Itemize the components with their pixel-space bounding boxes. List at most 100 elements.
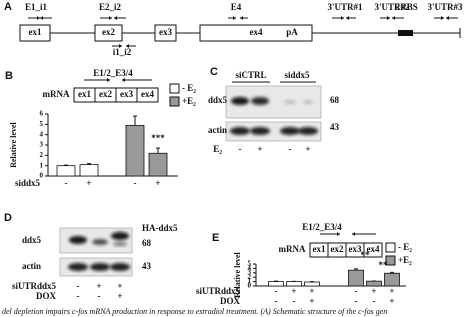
bar: [384, 272, 400, 287]
size-label: HA-ddx5: [142, 223, 178, 233]
blot-band: [110, 263, 130, 271]
exon-label: ex2: [99, 89, 112, 99]
primer-label: 3'UTR#2: [374, 2, 410, 12]
arrow-head: [341, 16, 344, 20]
y-tick-label: 6: [40, 110, 44, 118]
size-label: 68: [330, 95, 340, 105]
blot-band: [284, 100, 296, 104]
legend-label: - E₂: [398, 242, 412, 252]
arrow-head: [37, 16, 40, 20]
exon-label: ex3: [349, 244, 362, 254]
y-tick-label: 1: [40, 161, 44, 169]
exon-label: ex1: [313, 244, 326, 254]
primer-label: i1_i2: [113, 47, 132, 57]
row-value: +: [309, 296, 314, 306]
row-value: -: [77, 291, 80, 301]
blot-band: [251, 97, 269, 105]
arrow-head: [337, 232, 340, 236]
y-axis-label: Relative level: [9, 121, 18, 167]
category-value: +: [155, 178, 160, 188]
legend-swatch: [169, 96, 180, 107]
arrow-head: [352, 232, 355, 236]
exon-box: [154, 24, 177, 42]
primer-label: E2_i2: [99, 2, 122, 12]
y-tick-label: 0: [248, 282, 252, 290]
error-bar: [133, 115, 137, 126]
caption: del depletion impairs c-fos mRNA product…: [2, 307, 387, 316]
significance: **: [361, 250, 371, 260]
row-label: DOX: [36, 291, 57, 301]
category-value: +: [86, 178, 91, 188]
legend-swatch: [385, 242, 396, 253]
error-bar: [87, 163, 91, 165]
panel-letter: B: [5, 70, 13, 82]
mrna-label: mRNA: [43, 89, 70, 99]
erbs-box: [398, 30, 413, 36]
legend-label: +E₂: [398, 255, 412, 265]
arrow-head: [109, 16, 112, 20]
arrow-head: [387, 16, 390, 20]
exon-label: ex4: [141, 89, 154, 99]
arrow-head: [240, 16, 243, 20]
arrow-head: [114, 16, 117, 20]
panel-letter: C: [210, 66, 218, 78]
bar: [125, 124, 145, 177]
blot-band: [231, 97, 249, 105]
row-value: -: [275, 296, 278, 306]
row-value: +: [117, 291, 122, 301]
primer-label: 3'UTR#3: [427, 2, 463, 12]
exon-box: [199, 24, 313, 42]
exon-label: ex2: [331, 244, 344, 254]
arrow-head: [107, 78, 110, 82]
primer-label: 3'UTR#1: [327, 2, 363, 12]
y-tick-label: 3: [248, 268, 252, 276]
exon-box: [363, 242, 383, 258]
significance: **: [379, 260, 389, 270]
arrow-head: [346, 16, 349, 20]
bar: [79, 164, 99, 177]
row-value: +: [389, 296, 394, 306]
group-label: siCTRL: [235, 70, 266, 80]
row-label: DOX: [220, 296, 241, 306]
polya-label: pA: [286, 27, 298, 37]
arrow-head: [122, 78, 125, 82]
size-label: 68: [142, 238, 152, 248]
blot-band: [250, 127, 270, 135]
category-value: -: [134, 178, 137, 188]
error-bar: [64, 164, 68, 166]
error-bar: [354, 268, 358, 271]
legend-label: +E₂: [182, 96, 196, 106]
row-value: +: [96, 281, 101, 291]
blot-band: [280, 127, 300, 135]
category-label: siddx5: [15, 178, 41, 188]
blot-label: actin: [22, 261, 41, 271]
row-value: -: [373, 296, 376, 306]
legend-swatch: [385, 255, 396, 266]
blot-band: [111, 232, 129, 240]
size-label: 43: [330, 122, 340, 132]
category-label: siUTRddx5: [196, 286, 241, 296]
y-tick-label: 4: [40, 130, 44, 138]
blot-band: [303, 100, 313, 104]
y-tick-label: 5: [40, 120, 44, 128]
amplicon-label: E1/2_E3/4: [302, 222, 342, 232]
blot-band: [230, 127, 250, 135]
arrow-head: [126, 44, 129, 48]
size-label: 43: [142, 261, 152, 271]
row-value: -: [98, 291, 101, 301]
panel-letter: E: [212, 232, 219, 244]
category-value: -: [355, 286, 358, 296]
blot-label: ddx5: [22, 235, 42, 245]
y-tick-label: 4: [248, 264, 252, 272]
arrow-head: [446, 16, 449, 20]
row-value: +: [117, 281, 122, 291]
blot-band: [69, 236, 87, 244]
row-value: -: [289, 144, 292, 154]
exon-label: ex1: [78, 89, 91, 99]
exon-label: ex4: [367, 244, 380, 254]
row-value: -: [355, 296, 358, 306]
exon-label: ex3: [159, 27, 172, 37]
blot-band: [90, 263, 110, 271]
bar: [348, 269, 364, 287]
